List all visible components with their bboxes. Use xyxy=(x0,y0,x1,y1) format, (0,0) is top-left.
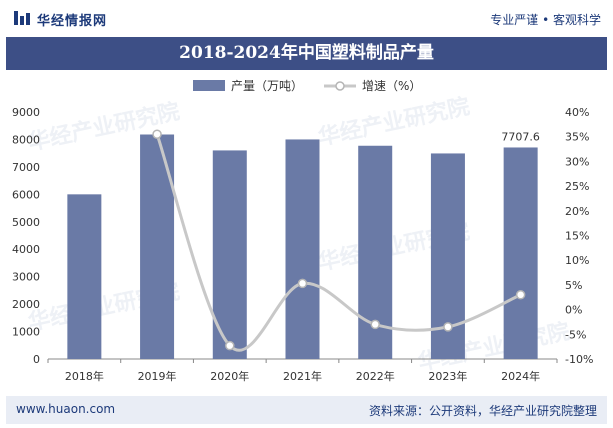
y-left-tick-label: 7000 xyxy=(12,161,40,174)
x-tick-label: 2022年 xyxy=(356,369,395,383)
website-link[interactable]: www.huaon.com xyxy=(16,402,116,416)
growth-point xyxy=(225,340,235,351)
bar xyxy=(140,134,175,359)
y-left-tick-label: 6000 xyxy=(12,188,40,201)
y-right-tick-label: 30% xyxy=(565,155,589,168)
y-right-tick-label: 5% xyxy=(565,279,582,292)
y-left-tick-label: 1000 xyxy=(12,326,40,339)
chart-title: 2018-2024年中国塑料制品产量 xyxy=(179,43,434,63)
logo-icon xyxy=(14,11,30,25)
bar xyxy=(503,147,538,359)
x-tick-label: 2024年 xyxy=(501,369,540,383)
x-tick-label: 2021年 xyxy=(283,369,322,383)
y-left-tick-label: 4000 xyxy=(12,243,40,256)
line-series xyxy=(152,129,526,352)
axes: 0 1000 2000 3000 4000 5000 6000 7000 8000 9000 -10… xyxy=(12,106,593,383)
x-tick-label: 2020年 xyxy=(210,369,249,383)
y-left-tick-label: 8000 xyxy=(12,133,40,146)
y-right-tick-label: -5% xyxy=(565,328,586,341)
y-right-tick-label: -10% xyxy=(565,353,593,366)
legend-label-bar: 产量（万吨） xyxy=(231,79,303,93)
y-right-tick-label: 10% xyxy=(565,254,589,267)
bar-data-label: 7707.6 xyxy=(501,130,540,143)
x-tick-label: 2023年 xyxy=(428,369,467,383)
y-left-tick-label: 5000 xyxy=(12,216,40,229)
y-right-tick-label: 35% xyxy=(565,131,589,144)
bar xyxy=(67,194,102,359)
y-left-tick-label: 2000 xyxy=(12,298,40,311)
chart-title-bar: 2018-2024年中国塑料制品产量 xyxy=(6,37,607,70)
footer-bar: www.huaon.com 资料来源：公开资料，华经产业研究院整理 xyxy=(6,396,607,424)
x-tick-label: 2019年 xyxy=(138,369,177,383)
x-tick-label: 2018年 xyxy=(65,369,104,383)
brand-name: 华经情报网 xyxy=(37,14,108,29)
slogan: 专业严谨 • 客观科学 xyxy=(490,13,601,27)
data-labels: 7707.6 xyxy=(501,130,540,143)
watermark-text: 华经产业研究院 xyxy=(316,93,472,150)
y-right-tick-label: 40% xyxy=(565,106,589,119)
y-left-tick-label: 3000 xyxy=(12,271,40,284)
growth-point xyxy=(370,319,380,330)
growth-point xyxy=(443,322,453,332)
legend: 产量（万吨） 增速（%） xyxy=(193,79,421,93)
bar-series xyxy=(67,134,538,359)
y-right-tick-label: 15% xyxy=(565,230,589,243)
growth-point xyxy=(152,129,162,139)
y-right-tick-label: 20% xyxy=(565,205,589,218)
bar xyxy=(285,139,320,359)
growth-point xyxy=(515,290,526,300)
y-right-tick-label: 25% xyxy=(565,180,589,193)
y-left-tick-label: 0 xyxy=(33,353,40,366)
legend-swatch-bar xyxy=(193,80,225,91)
source-note: 资料来源：公开资料，华经产业研究院整理 xyxy=(368,404,597,418)
legend-marker-line xyxy=(335,81,345,91)
header-bar: 华经情报网 专业严谨 • 客观科学 xyxy=(0,0,613,36)
legend-label-line: 增速（%） xyxy=(362,79,421,93)
y-left-tick-label: 9000 xyxy=(12,106,40,119)
y-right-tick-label: 0% xyxy=(565,304,582,317)
growth-point xyxy=(297,278,308,289)
